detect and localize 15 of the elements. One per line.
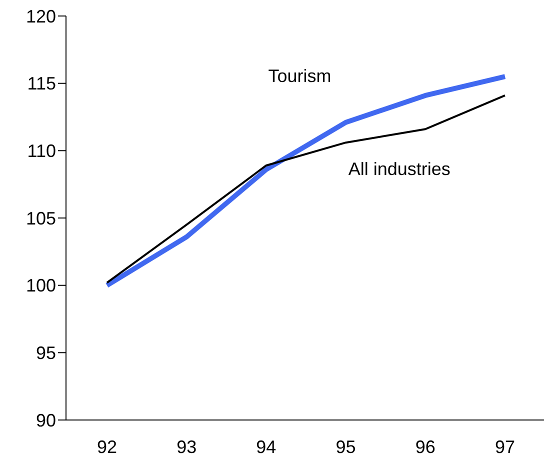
series-label: All industries [348, 158, 450, 179]
x-tick-label: 96 [415, 436, 436, 457]
y-tick-label: 120 [26, 6, 56, 26]
x-tick-label: 94 [256, 436, 276, 457]
x-tick-label: 95 [336, 436, 356, 457]
y-tick-label: 100 [26, 276, 56, 296]
y-tick-label: 110 [27, 141, 56, 162]
y-tick-label: 115 [27, 74, 56, 94]
x-tick-label: 97 [494, 436, 516, 457]
y-tick-label: 105 [26, 208, 56, 228]
y-tick-label: 90 [36, 410, 56, 430]
x-tick-label: 92 [96, 436, 118, 457]
y-tick-label: 95 [36, 343, 56, 364]
text: Tourism [268, 66, 332, 86]
x-tick-label: 93 [176, 436, 197, 457]
